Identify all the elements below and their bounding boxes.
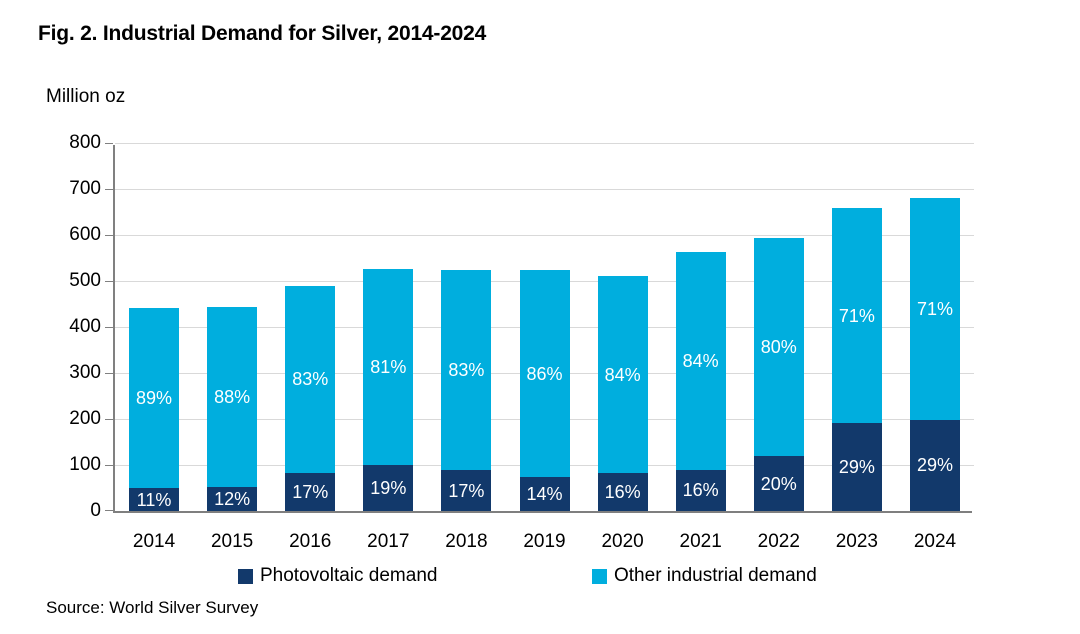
segment-photovoltaic-2014: 11%: [129, 488, 180, 511]
segment-photovoltaic-2017: 19%: [363, 465, 414, 511]
gridline-700: [115, 189, 974, 190]
y-tick-500: [105, 281, 113, 282]
segment-photovoltaic-2019: 14%: [519, 477, 570, 511]
x-axis-label-2017: 2017: [367, 531, 410, 552]
segment-other-industrial-2018: 83%: [441, 269, 492, 471]
segment-other-industrial-2023-label: 71%: [838, 305, 875, 326]
y-tick-300: [105, 373, 113, 374]
segment-photovoltaic-2017-label: 19%: [370, 478, 407, 498]
segment-other-industrial-2020-label: 84%: [604, 364, 641, 385]
legend-item-photovoltaic: Photovoltaic demand: [238, 565, 437, 587]
segment-photovoltaic-2022: 20%: [753, 456, 804, 511]
segment-other-industrial-2019-label: 86%: [526, 363, 563, 384]
y-tick-700: [105, 189, 113, 190]
y-axis-label-100: 100: [69, 454, 101, 475]
segment-photovoltaic-2016-label: 17%: [292, 481, 329, 502]
x-axis-label-2021: 2021: [679, 531, 722, 552]
gridline-800: [115, 143, 974, 144]
segment-other-industrial-2021-label: 84%: [682, 350, 719, 371]
segment-other-industrial-2015-label: 88%: [214, 386, 251, 407]
segment-other-industrial-2016: 83%: [285, 285, 336, 473]
legend-swatch-photovoltaic: [238, 568, 253, 584]
x-axis-label-2023: 2023: [835, 531, 878, 552]
segment-other-industrial-2020: 84%: [597, 275, 648, 474]
x-axis-label-2022: 2022: [757, 531, 800, 552]
segment-photovoltaic-2015-label: 12%: [214, 488, 251, 509]
segment-other-industrial-2015: 88%: [207, 307, 258, 487]
bar-2020: 84% 16%: [597, 275, 648, 511]
x-axis-label-2015: 2015: [210, 531, 254, 552]
segment-other-industrial-2019: 86%: [519, 269, 570, 478]
figure-title: Fig. 2. Industrial Demand for Silver, 20…: [38, 22, 487, 45]
segment-photovoltaic-2020: 16%: [597, 473, 648, 511]
legend-item-other-industrial: Other industrial demand: [592, 565, 817, 587]
y-axis-label-200: 200: [69, 408, 101, 429]
segment-photovoltaic-2016: 17%: [285, 472, 336, 511]
source-note: Source: World Silver Survey: [46, 598, 259, 617]
segment-photovoltaic-2020-label: 16%: [604, 482, 641, 503]
gridline-600: [115, 235, 974, 236]
segment-photovoltaic-2022-label: 20%: [760, 473, 797, 494]
segment-photovoltaic-2015: 12%: [207, 486, 258, 511]
segment-other-industrial-2018-label: 83%: [448, 359, 485, 380]
segment-other-industrial-2022-label: 80%: [760, 337, 797, 358]
bar-2019: 86% 14%: [519, 269, 570, 511]
y-tick-200: [105, 419, 113, 420]
segment-other-industrial-2021: 84%: [675, 252, 726, 470]
bar-2024: 71% 29%: [909, 197, 960, 511]
x-axis-label-2018: 2018: [445, 531, 488, 552]
segment-other-industrial-2017-label: 81%: [370, 356, 407, 377]
y-tick-800: [105, 143, 113, 144]
bar-2021: 84% 16%: [675, 252, 726, 511]
segment-photovoltaic-2024: 29%: [909, 419, 960, 511]
bar-2022: 80% 20%: [753, 238, 804, 511]
y-tick-400: [105, 327, 113, 328]
segment-photovoltaic-2021: 16%: [675, 469, 726, 511]
bar-2017: 81% 19%: [363, 268, 414, 511]
plot-area: 0 100 200 300 400 500 600 700 800 89% 11% 2014 88% 12…: [69, 133, 974, 552]
y-axis-label-800: 800: [69, 132, 101, 153]
segment-other-industrial-2022: 80%: [753, 238, 804, 457]
segment-other-industrial-2016-label: 83%: [292, 369, 329, 390]
segment-other-industrial-2014-label: 89%: [136, 388, 173, 409]
segment-photovoltaic-2019-label: 14%: [526, 484, 563, 505]
legend-label-other-industrial: Other industrial demand: [614, 565, 817, 586]
segment-photovoltaic-2023-label: 29%: [838, 457, 875, 478]
bar-2016: 83% 17%: [285, 285, 336, 511]
y-axis-label-300: 300: [69, 362, 101, 383]
bar-2014: 89% 11%: [129, 308, 180, 511]
segment-other-industrial-2024-label: 71%: [916, 298, 953, 319]
segment-other-industrial-2014: 89%: [129, 308, 180, 489]
segment-other-industrial-2017: 81%: [363, 268, 414, 465]
segment-photovoltaic-2018: 17%: [441, 470, 492, 511]
x-axis-label-2016: 2016: [289, 531, 332, 552]
y-axis-unit-label: Million oz: [46, 86, 126, 107]
segment-photovoltaic-2018-label: 17%: [448, 480, 485, 501]
segment-other-industrial-2024: 71%: [909, 197, 960, 420]
x-axis-label-2024: 2024: [913, 531, 957, 552]
y-axis-label-700: 700: [69, 178, 101, 199]
segment-photovoltaic-2021-label: 16%: [682, 480, 719, 501]
bar-2015: 88% 12%: [207, 307, 258, 511]
y-axis-label-500: 500: [69, 270, 101, 291]
y-tick-600: [105, 235, 113, 236]
segment-photovoltaic-2024-label: 29%: [916, 455, 953, 476]
y-tick-100: [105, 465, 113, 466]
x-axis-label-2014: 2014: [132, 531, 176, 552]
x-axis-label-2019: 2019: [523, 531, 566, 552]
x-axis-label-2020: 2020: [601, 531, 644, 552]
bar-2023: 71% 29%: [831, 208, 882, 511]
segment-photovoltaic-2023: 29%: [831, 423, 882, 511]
y-tick-0: [105, 510, 113, 511]
y-axis-label-600: 600: [69, 224, 101, 245]
bar-2018: 83% 17%: [441, 269, 492, 512]
segment-photovoltaic-2014-label: 11%: [136, 489, 172, 510]
legend-swatch-other-industrial: [592, 568, 607, 584]
legend-label-photovoltaic: Photovoltaic demand: [260, 565, 438, 586]
y-axis-label-0: 0: [90, 500, 101, 521]
y-axis-label-400: 400: [69, 316, 101, 337]
segment-other-industrial-2023: 71%: [831, 208, 882, 424]
